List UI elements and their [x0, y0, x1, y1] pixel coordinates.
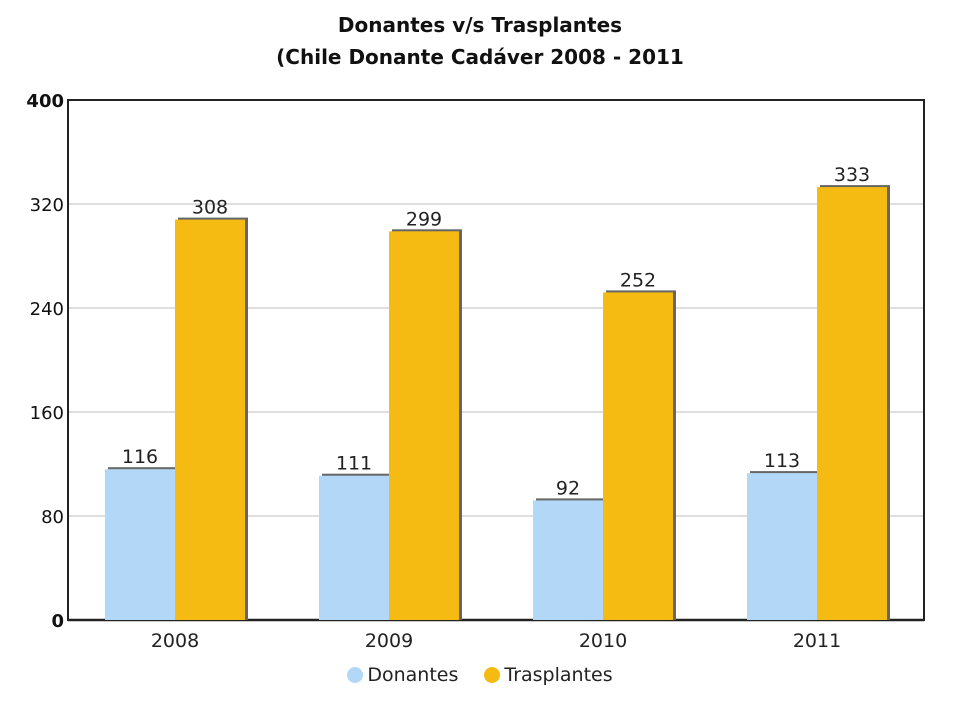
bar-trasplantes-2010: [603, 292, 673, 620]
chart-subtitle: (Chile Donante Cadáver 2008 - 2011: [276, 45, 684, 69]
legend-item-trasplantes: Trasplantes: [484, 664, 613, 686]
data-label: 111: [336, 453, 372, 475]
legend: Donantes Trasplantes: [0, 664, 960, 686]
y-tick-label: 80: [41, 507, 64, 528]
bar-donantes-2008: [105, 469, 175, 620]
data-label: 252: [620, 269, 656, 291]
bar-donantes-2011: [747, 473, 817, 620]
bar-trasplantes-2009: [389, 231, 459, 621]
data-label: 333: [834, 164, 870, 186]
legend-swatch-trasplantes: [484, 667, 501, 683]
bar-donantes-2010: [533, 500, 603, 620]
legend-swatch-donantes: [347, 667, 364, 683]
x-tick-label: 2009: [365, 630, 413, 652]
y-tick-label: 240: [30, 299, 64, 320]
legend-item-donantes: Donantes: [347, 664, 458, 686]
y-tick-label: 320: [30, 195, 64, 216]
y-tick-label: 160: [30, 403, 64, 424]
x-tick-label: 2011: [793, 630, 841, 652]
data-label: 308: [192, 197, 228, 219]
bar-trasplantes-2011: [817, 187, 887, 620]
legend-label-donantes: Donantes: [367, 664, 459, 686]
x-tick-label: 2008: [151, 630, 199, 652]
data-label: 299: [406, 208, 442, 230]
y-tick-label: 0: [51, 611, 64, 632]
data-label: 113: [764, 450, 800, 472]
data-label: 116: [122, 446, 158, 468]
bar-donantes-2009: [319, 475, 389, 620]
y-tick-label: 400: [26, 91, 64, 112]
legend-label-trasplantes: Trasplantes: [504, 664, 613, 686]
x-tick-label: 2010: [579, 630, 627, 652]
data-label: 92: [556, 477, 580, 499]
bar-trasplantes-2008: [175, 219, 245, 620]
chart-title: Donantes v/s Trasplantes: [337, 13, 623, 37]
